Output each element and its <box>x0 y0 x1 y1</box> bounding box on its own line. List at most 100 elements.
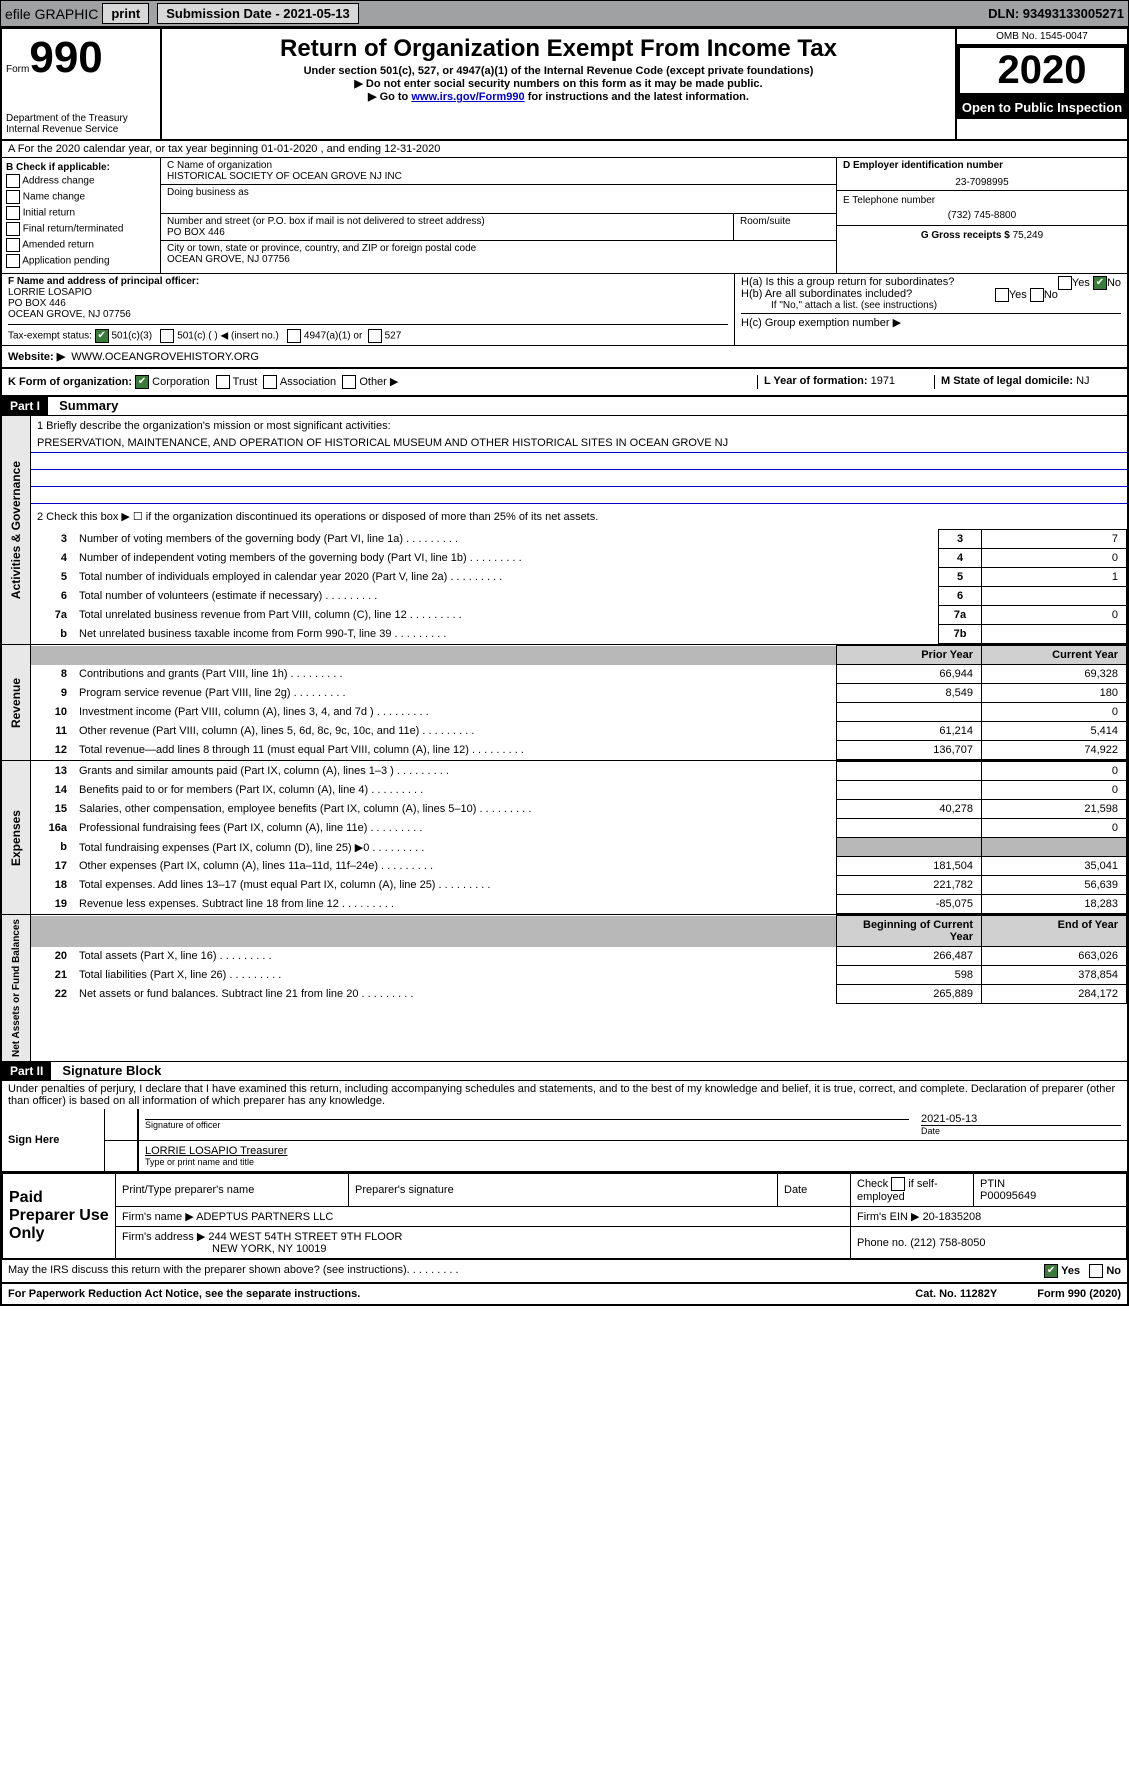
hb-note: If "No," attach a list. (see instruction… <box>741 300 1121 311</box>
line-2: 2 Check this box ▶ ☐ if the organization… <box>31 504 1127 529</box>
part-1-label: Part I <box>2 397 48 415</box>
mission-text: PRESERVATION, MAINTENANCE, AND OPERATION… <box>31 436 1127 453</box>
city-row: City or town, state or province, country… <box>161 241 836 267</box>
k-other[interactable] <box>342 375 356 389</box>
mission-blank-1 <box>31 453 1127 470</box>
discuss-yes[interactable]: ✔ <box>1044 1264 1058 1278</box>
self-employed-cell: Check if self-employed <box>851 1173 974 1207</box>
footer-row: For Paperwork Reduction Act Notice, see … <box>2 1282 1127 1304</box>
sig-date: 2021-05-13 <box>921 1113 977 1125</box>
table-row: bTotal fundraising expenses (Part IX, co… <box>31 838 1127 857</box>
k-association[interactable] <box>263 375 277 389</box>
website-value: WWW.OCEANGROVEHISTORY.ORG <box>71 351 259 363</box>
tax-status-label: Tax-exempt status: <box>8 331 92 342</box>
k-corporation[interactable]: ✔ <box>135 375 149 389</box>
check-self-employed[interactable] <box>891 1177 905 1191</box>
section-l: L Year of formation: 1971 <box>757 375 934 389</box>
state-domicile: NJ <box>1076 375 1089 387</box>
check-initial-return[interactable]: Initial return <box>6 205 156 221</box>
check-name-change[interactable]: Name change <box>6 189 156 205</box>
title-box: Return of Organization Exempt From Incom… <box>162 29 955 139</box>
table-row: 12Total revenue—add lines 8 through 11 (… <box>31 741 1127 760</box>
check-501c[interactable] <box>160 329 174 343</box>
gross-receipts-value: 75,249 <box>1013 230 1044 241</box>
part-2-title: Signature Block <box>54 1061 169 1080</box>
sig-officer-label: Signature of officer <box>145 1119 909 1130</box>
table-row: 9Program service revenue (Part VIII, lin… <box>31 684 1127 703</box>
org-name: HISTORICAL SOCIETY OF OCEAN GROVE NJ INC <box>167 171 830 182</box>
table-row: 15Salaries, other compensation, employee… <box>31 800 1127 819</box>
k-trust[interactable] <box>216 375 230 389</box>
check-4947[interactable] <box>287 329 301 343</box>
form-prefix: Form <box>6 64 29 75</box>
section-k-l-m: K Form of organization: ✔ Corporation Tr… <box>2 369 1127 397</box>
instructions-link[interactable]: www.irs.gov/Form990 <box>411 91 524 103</box>
hb-no[interactable] <box>1030 288 1044 302</box>
check-501c3[interactable]: ✔ <box>95 329 109 343</box>
ein-label: D Employer identification number <box>843 160 1121 171</box>
side-label-ag: Activities & Governance <box>7 457 25 603</box>
print-button[interactable]: print <box>102 3 149 24</box>
check-amended-return[interactable]: Amended return <box>6 237 156 253</box>
address-label: Number and street (or P.O. box if mail i… <box>167 216 727 227</box>
k-label: K Form of organization: <box>8 376 132 388</box>
form-number: 990 <box>29 33 102 82</box>
section-b: B Check if applicable: Address change Na… <box>2 158 161 273</box>
firm-ein: 20-1835208 <box>923 1211 982 1223</box>
website-row: Website: ▶ WWW.OCEANGROVEHISTORY.ORG <box>2 346 1127 369</box>
officer-name-title: LORRIE LOSAPIO Treasurer <box>145 1145 287 1157</box>
cat-number: Cat. No. 11282Y <box>915 1288 997 1300</box>
org-name-row: C Name of organization HISTORICAL SOCIET… <box>161 158 836 185</box>
prep-sig-header: Preparer's signature <box>349 1173 778 1207</box>
part-1-title: Summary <box>51 396 126 415</box>
side-label-net: Net Assets or Fund Balances <box>9 915 24 1061</box>
hb-yes[interactable] <box>995 288 1009 302</box>
ein-value: 23-7098995 <box>843 171 1121 188</box>
table-row: 8Contributions and grants (Part VIII, li… <box>31 665 1127 684</box>
side-label-revenue: Revenue <box>7 674 25 732</box>
part-2-label: Part II <box>2 1062 51 1080</box>
signature-table: Sign Here Signature of officer 2021-05-1… <box>2 1109 1127 1172</box>
prep-date-header: Date <box>778 1173 851 1207</box>
section-d-e-g: D Employer identification number 23-7098… <box>836 158 1127 273</box>
side-label-expenses: Expenses <box>7 806 25 870</box>
activities-governance-section: Activities & Governance 1 Briefly descri… <box>2 416 1127 644</box>
check-final-return[interactable]: Final return/terminated <box>6 221 156 237</box>
ha-no[interactable]: ✔ <box>1093 276 1107 290</box>
table-row: 7aTotal unrelated business revenue from … <box>31 606 1127 625</box>
date-cell: 2021-05-13Date <box>915 1109 1127 1141</box>
part-1-header: Part I Summary <box>2 397 1127 416</box>
dba-row: Doing business as <box>161 185 836 214</box>
section-k: K Form of organization: ✔ Corporation Tr… <box>8 375 757 389</box>
firm-phone-cell: Phone no. (212) 758-8050 <box>851 1227 1127 1259</box>
check-application-pending[interactable]: Application pending <box>6 253 156 269</box>
table-row: 14Benefits paid to or for members (Part … <box>31 781 1127 800</box>
open-inspection: Open to Public Inspection <box>957 96 1127 119</box>
section-m: M State of legal domicile: NJ <box>934 375 1121 389</box>
firm-address-cell: Firm's address ▶ 244 WEST 54TH STREET 9T… <box>116 1227 851 1259</box>
table-row: 22Net assets or fund balances. Subtract … <box>31 985 1127 1004</box>
city-label: City or town, state or province, country… <box>167 243 830 254</box>
form-990: Form990 Department of the Treasury Inter… <box>0 27 1129 1306</box>
prep-name-header: Print/Type preparer's name <box>116 1173 349 1207</box>
table-row: 20Total assets (Part X, line 16)266,4876… <box>31 947 1127 966</box>
check-527[interactable] <box>368 329 382 343</box>
ha-yes[interactable] <box>1058 276 1072 290</box>
efile-label: efile GRAPHIC <box>5 6 98 22</box>
submission-date: Submission Date - 2021-05-13 <box>157 3 359 24</box>
address-row: Number and street (or P.O. box if mail i… <box>161 214 836 241</box>
subtitle-2: ▶ Do not enter social security numbers o… <box>166 77 951 90</box>
top-toolbar: efile GRAPHIC print Submission Date - 20… <box>0 0 1129 27</box>
discuss-label: May the IRS discuss this return with the… <box>8 1264 407 1278</box>
ptin-cell: PTINP00095649 <box>974 1173 1127 1207</box>
discuss-no[interactable] <box>1089 1264 1103 1278</box>
gross-receipts-label: G Gross receipts $ <box>921 230 1010 241</box>
line-a: A For the 2020 calendar year, or tax yea… <box>2 141 1127 158</box>
table-row: 21Total liabilities (Part X, line 26)598… <box>31 966 1127 985</box>
table-row: 6Total number of volunteers (estimate if… <box>31 587 1127 606</box>
check-address-change[interactable]: Address change <box>6 173 156 189</box>
signature-line: Signature of officer <box>138 1109 915 1141</box>
form-footer: Form 990 (2020) <box>1037 1288 1121 1300</box>
officer-addr2: OCEAN GROVE, NJ 07756 <box>8 309 131 320</box>
net-assets-table: Beginning of Current YearEnd of Year20To… <box>31 915 1127 1004</box>
